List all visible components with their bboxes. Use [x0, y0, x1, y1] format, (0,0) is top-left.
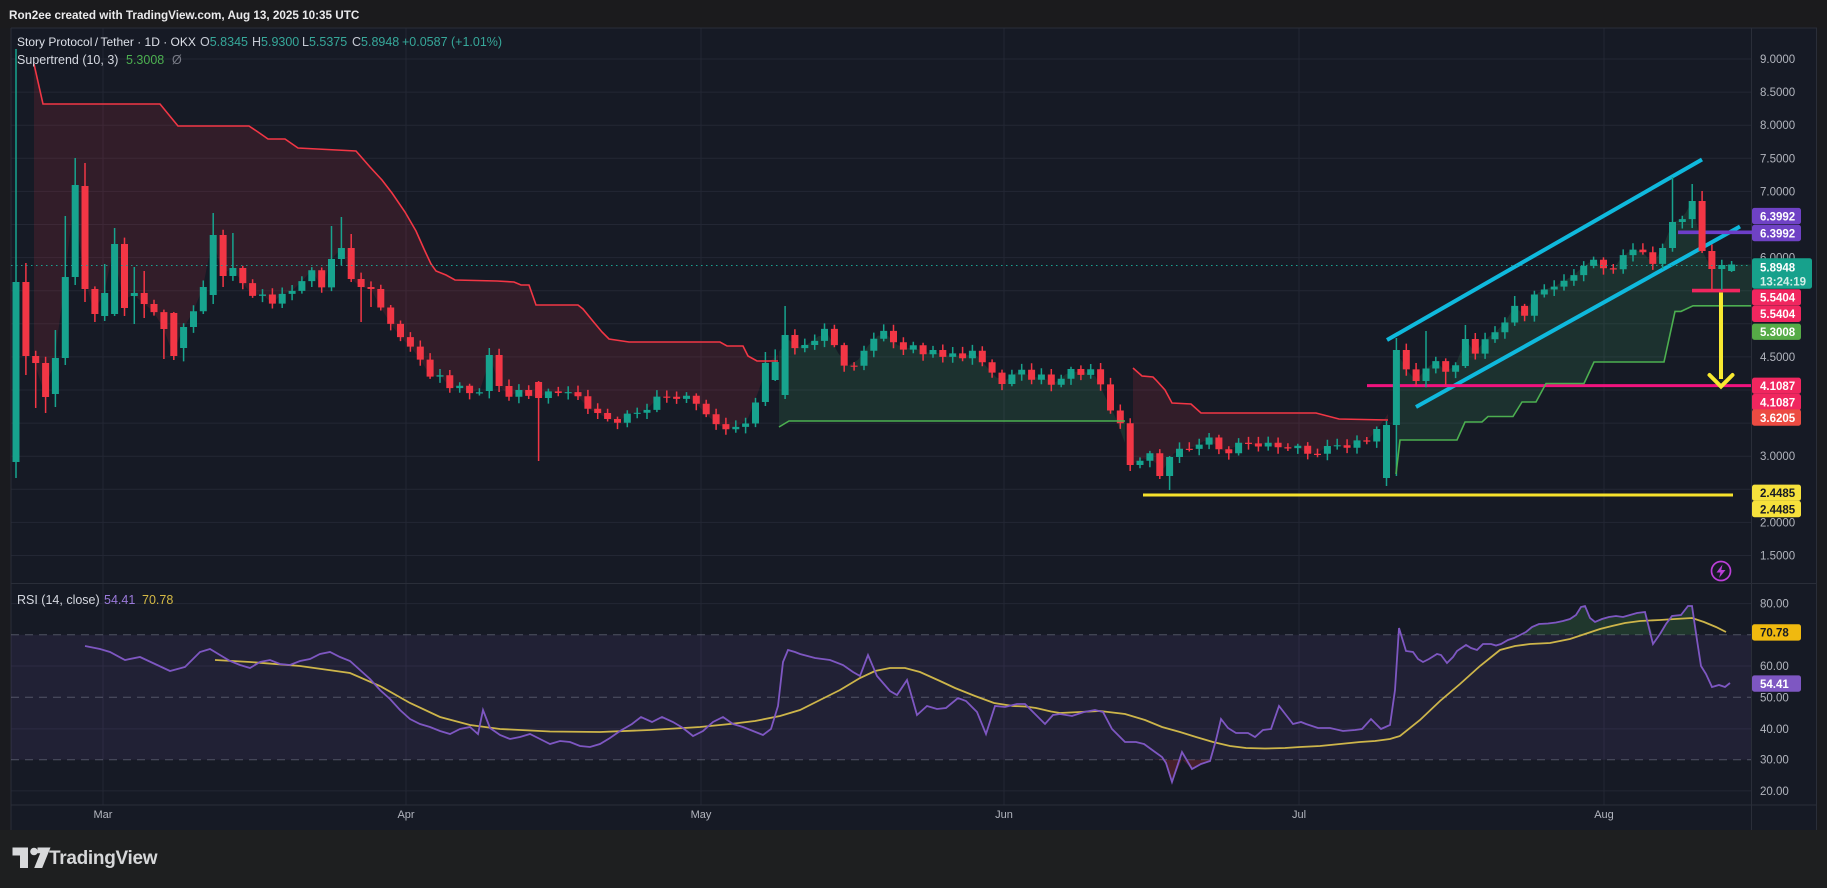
svg-text:TradingView: TradingView: [49, 848, 158, 869]
svg-text:4.1087: 4.1087: [1760, 381, 1795, 393]
svg-text:C5.8948: C5.8948: [352, 35, 399, 49]
svg-text:3.6205: 3.6205: [1760, 413, 1796, 425]
svg-text:Supertrend (10, 3): Supertrend (10, 3): [17, 53, 118, 67]
svg-text:Aug: Aug: [1594, 809, 1614, 821]
svg-text:1.5000: 1.5000: [1760, 551, 1795, 563]
svg-text:L5.5375: L5.5375: [302, 35, 347, 49]
svg-text:4.1087: 4.1087: [1760, 397, 1795, 409]
svg-text:Apr: Apr: [397, 809, 414, 821]
svg-text:6.3992: 6.3992: [1760, 228, 1795, 240]
svg-text:60.00: 60.00: [1760, 661, 1789, 673]
svg-text:Mar: Mar: [94, 809, 113, 821]
svg-text:20.00: 20.00: [1760, 786, 1789, 798]
svg-text:5.8948: 5.8948: [1760, 263, 1796, 275]
svg-text:Jun: Jun: [995, 809, 1013, 821]
svg-text:8.5000: 8.5000: [1760, 87, 1795, 99]
svg-text:Ø: Ø: [172, 53, 182, 67]
svg-text:9.0000: 9.0000: [1760, 54, 1795, 66]
svg-text:50.00: 50.00: [1760, 692, 1789, 704]
svg-text:40.00: 40.00: [1760, 724, 1789, 736]
svg-text:2.4485: 2.4485: [1760, 504, 1796, 516]
svg-text:13:24:19: 13:24:19: [1760, 277, 1806, 289]
svg-text:70.78: 70.78: [1760, 628, 1789, 640]
svg-text:6.3992: 6.3992: [1760, 211, 1795, 223]
svg-text:4.5000: 4.5000: [1760, 352, 1795, 364]
svg-text:2.4485: 2.4485: [1760, 488, 1796, 500]
svg-text:70.78: 70.78: [142, 593, 173, 607]
svg-text:3.0000: 3.0000: [1760, 451, 1795, 463]
svg-text:H5.9300: H5.9300: [252, 35, 299, 49]
svg-text:Jul: Jul: [1292, 809, 1306, 821]
svg-text:54.41: 54.41: [104, 593, 135, 607]
svg-text:54.41: 54.41: [1760, 679, 1789, 691]
svg-text:8.0000: 8.0000: [1760, 120, 1795, 132]
svg-text:5.3008: 5.3008: [126, 53, 164, 67]
svg-text:7.5000: 7.5000: [1760, 153, 1795, 165]
svg-text:Ron2ee created with TradingVie: Ron2ee created with TradingView.com, Aug…: [9, 9, 360, 22]
svg-text:5.3008: 5.3008: [1760, 327, 1796, 339]
svg-text:O5.8345: O5.8345: [200, 35, 248, 49]
svg-text:+0.0587 (+1.01%): +0.0587 (+1.01%): [402, 35, 502, 49]
svg-text:RSI (14, close): RSI (14, close): [17, 593, 100, 607]
svg-text:5.5404: 5.5404: [1760, 293, 1796, 305]
svg-text:5.5404: 5.5404: [1760, 309, 1796, 321]
svg-text:30.00: 30.00: [1760, 755, 1789, 767]
svg-text:May: May: [691, 809, 712, 821]
svg-text:Story Protocol / Tether · 1D ·: Story Protocol / Tether · 1D · OKX: [17, 35, 196, 49]
svg-text:7.0000: 7.0000: [1760, 186, 1795, 198]
svg-text:2.0000: 2.0000: [1760, 517, 1795, 529]
svg-text:80.00: 80.00: [1760, 599, 1789, 611]
